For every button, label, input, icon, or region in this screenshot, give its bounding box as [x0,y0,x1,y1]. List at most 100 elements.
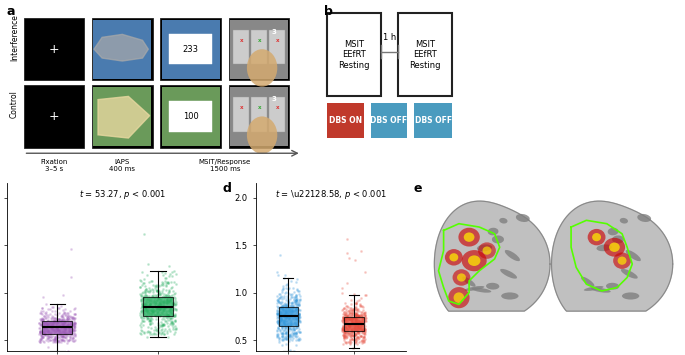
Point [59,309,70,315]
Point [345,306,356,311]
Point [45,332,56,338]
Point [155,309,166,315]
Point [347,336,358,342]
Point [140,306,151,312]
Point [36,323,47,329]
Point [350,313,361,319]
Point [65,330,76,335]
Point [36,320,47,325]
Point [357,314,368,320]
Bar [160,85,221,148]
Point [349,318,360,324]
Point [138,315,149,321]
Point [135,292,146,297]
Point [340,321,351,327]
Point [155,301,166,306]
Point [357,318,368,323]
Point [342,280,353,285]
Point [155,283,166,288]
Point [44,331,55,336]
Point [36,329,47,335]
Point [55,336,66,342]
Point [355,320,366,325]
Point [158,322,169,327]
Point [285,312,296,318]
Point [287,307,298,313]
Point [340,331,351,336]
Point [272,319,283,324]
Point [62,316,73,322]
Point [293,320,304,326]
Point [34,325,45,331]
Point [340,318,351,324]
Point [345,316,356,322]
Point [353,325,364,331]
Point [281,307,292,313]
Point [58,316,69,322]
Point [340,312,351,317]
Point [272,297,283,302]
Point [62,322,73,328]
Point [163,279,174,285]
Point [290,304,301,310]
Point [162,296,173,302]
Point [278,295,289,301]
Point [343,322,354,327]
Point [58,321,68,327]
Point [66,316,77,322]
Point [162,311,173,316]
Point [357,307,368,313]
Point [279,334,290,340]
Point [275,305,286,310]
Point [291,306,302,312]
Point [166,273,177,279]
Point [292,333,303,339]
Point [36,317,47,323]
Point [153,307,164,312]
Point [35,339,46,345]
Point [287,313,298,319]
Point [69,320,80,326]
Point [151,312,162,317]
Point [355,301,366,307]
Point [359,338,370,344]
Point [345,310,356,315]
Point [351,320,362,325]
Point [53,323,64,329]
Point [65,329,76,335]
Text: x: x [258,38,262,43]
Point [275,305,286,311]
Point [66,332,77,338]
Point [53,316,64,322]
Point [347,321,358,326]
Point [342,318,353,324]
Point [49,316,60,321]
Point [140,290,151,296]
Point [55,329,66,335]
Point [347,314,358,320]
Point [162,312,173,317]
Point [345,315,356,320]
Point [291,316,302,321]
Point [348,307,359,312]
Point [347,312,358,318]
Point [45,327,56,333]
Point [279,319,290,324]
Point [170,326,181,332]
Point [142,307,153,313]
Point [148,331,159,337]
Point [149,327,160,333]
Point [145,329,155,335]
Ellipse shape [597,244,612,251]
Point [43,335,54,341]
Point [358,334,369,340]
Text: x: x [240,38,244,43]
Point [68,333,79,339]
Ellipse shape [603,238,625,257]
Point [277,283,288,289]
Point [50,337,61,343]
Point [146,311,157,317]
Point [54,323,65,329]
Point [288,315,299,321]
Point [158,301,169,306]
